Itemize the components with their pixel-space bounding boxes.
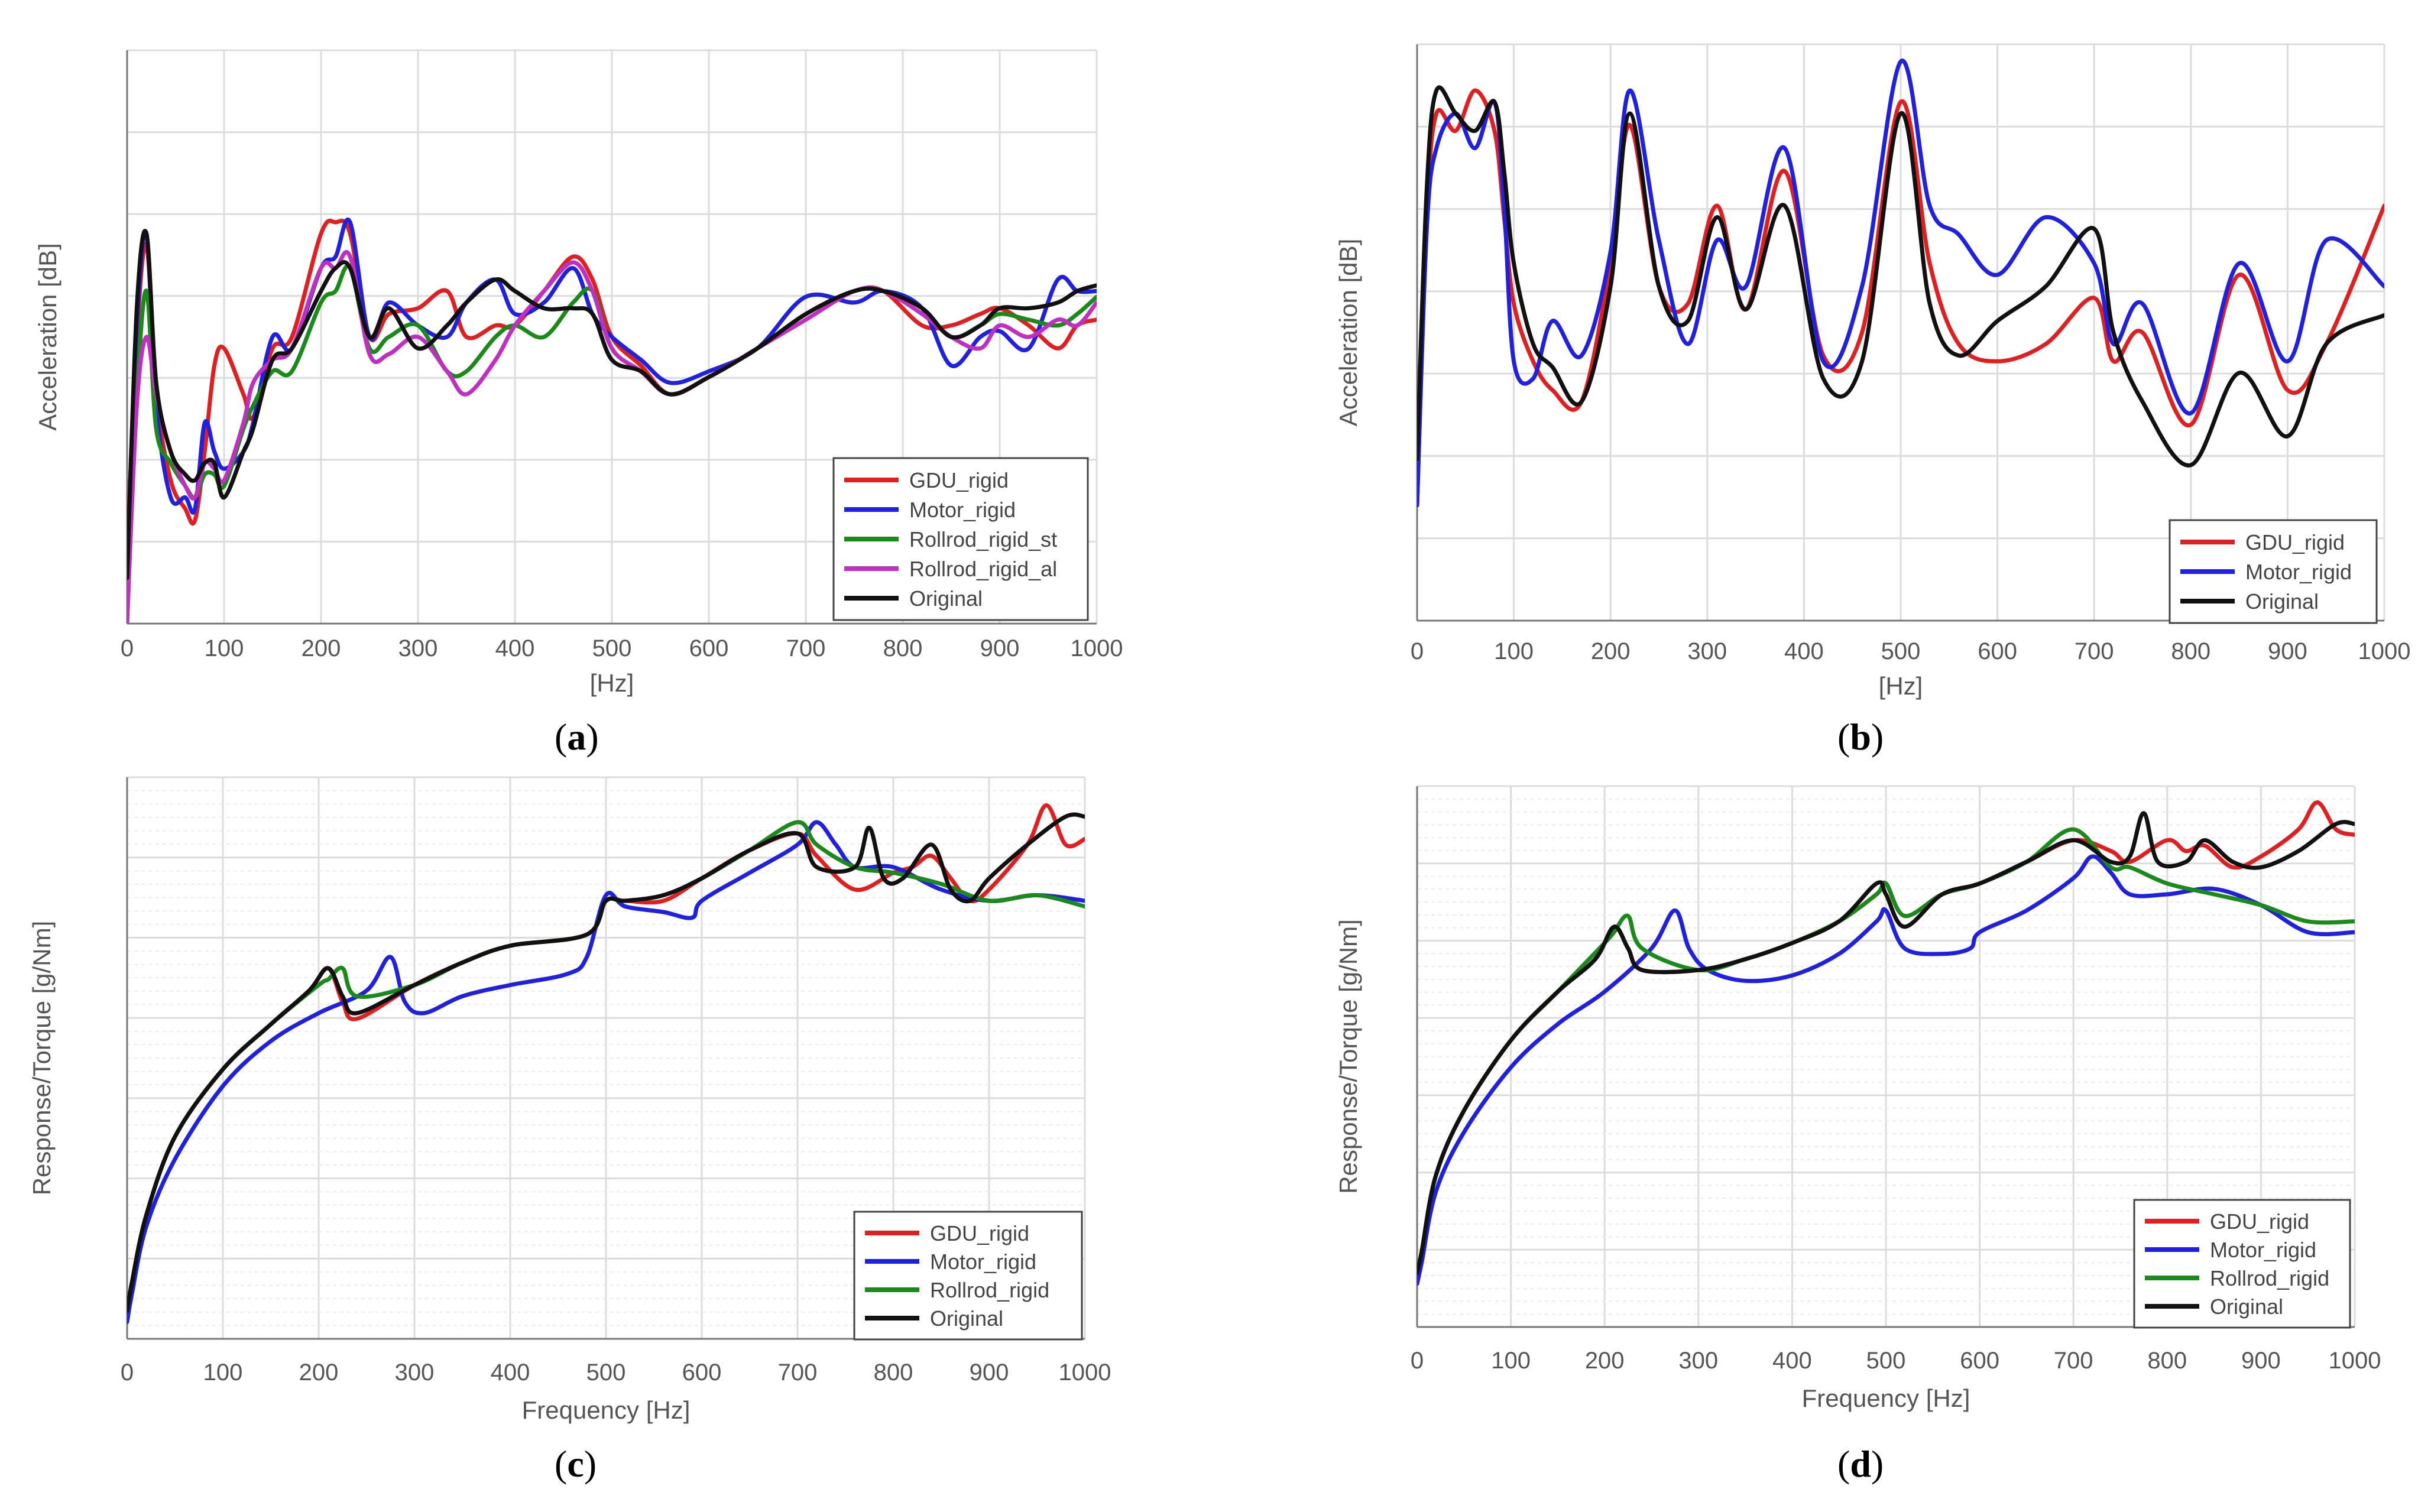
x-tick-label: 0 bbox=[1411, 1348, 1424, 1374]
x-tick-label: 300 bbox=[398, 635, 438, 661]
x-tick-label: 700 bbox=[2075, 638, 2114, 664]
chart-panel-a: 0 100 200 300 400 500 600 700 800 900 1000 [Hz] Acce… bbox=[0, 24, 1182, 721]
series-group bbox=[127, 803, 1085, 1324]
legend-label: Motor_rigid bbox=[2245, 560, 2352, 584]
legend-label: Original bbox=[909, 586, 983, 611]
x-tick-label: 700 bbox=[778, 1359, 818, 1386]
series-group bbox=[127, 218, 1097, 624]
legend-label: Rollrod_rigid bbox=[2210, 1266, 2329, 1290]
caption-b: (b) bbox=[1837, 716, 1884, 758]
x-axis-label: [Hz] bbox=[1879, 672, 1923, 700]
legend: GDU_rigid Motor_rigid Rollrod_rigid_st Roll… bbox=[832, 457, 1089, 621]
legend-label: Original bbox=[2210, 1294, 2283, 1319]
series-line-original bbox=[127, 812, 1085, 1313]
caption-a: (a) bbox=[555, 716, 599, 758]
legend-label: Motor_rigid bbox=[930, 1250, 1036, 1274]
x-tick-label: 300 bbox=[1687, 638, 1727, 664]
x-tick-label: 600 bbox=[1960, 1348, 1999, 1374]
x-tick-label: 200 bbox=[1591, 638, 1631, 664]
y-axis-label: Acceleration [dB] bbox=[1334, 239, 1362, 427]
x-tick-label: 0 bbox=[1411, 638, 1424, 664]
legend-label: Motor_rigid bbox=[909, 498, 1016, 522]
legend-label: GDU_rigid bbox=[2245, 530, 2345, 554]
x-tick-label: 800 bbox=[2147, 1348, 2187, 1374]
x-tick-label: 400 bbox=[491, 1359, 530, 1386]
x-tick-label: 100 bbox=[203, 1359, 243, 1386]
x-axis-label: [Hz] bbox=[590, 669, 634, 697]
x-tick-label: 900 bbox=[980, 635, 1020, 661]
series-line-motor-rigid bbox=[1417, 854, 2355, 1286]
x-tick-label: 800 bbox=[874, 1359, 913, 1386]
y-axis-label: Response/Torque [g/Nm] bbox=[1334, 919, 1362, 1194]
x-tick-label: 200 bbox=[1585, 1348, 1625, 1374]
legend: GDU_rigid Motor_rigid Rollrod_rigid Origina… bbox=[2133, 1199, 2351, 1329]
y-axis-label: Acceleration [dB] bbox=[34, 243, 61, 431]
chart-panel-b: 0 100 200 300 400 500 600 700 800 900 1000 [Hz] Acce… bbox=[1277, 24, 2430, 721]
x-tick-label: 400 bbox=[1784, 638, 1824, 664]
legend: GDU_rigid Motor_rigid Rollrod_rigid Origina… bbox=[853, 1211, 1083, 1341]
legend-label: Original bbox=[2245, 589, 2319, 614]
chart-panel-d: 0 100 200 300 400 500 600 700 800 900 1000 Frequenc… bbox=[1277, 763, 2430, 1442]
x-tick-label: 800 bbox=[883, 635, 923, 661]
legend-label: GDU_rigid bbox=[2210, 1209, 2309, 1234]
x-tick-label: 200 bbox=[299, 1359, 339, 1386]
series-group bbox=[1417, 800, 2355, 1286]
series-line-original bbox=[127, 229, 1097, 580]
x-tick-label: 800 bbox=[2171, 638, 2210, 664]
caption-c: (c) bbox=[555, 1443, 597, 1485]
x-tick-label: 0 bbox=[121, 635, 134, 661]
legend-label: Rollrod_rigid_st bbox=[909, 527, 1057, 551]
x-tick-label: 600 bbox=[1978, 638, 2017, 664]
chart-d: 0 100 200 300 400 500 600 700 800 900 1000 Frequenc… bbox=[1334, 785, 2381, 1412]
x-axis-label: Frequency [Hz] bbox=[1802, 1384, 1970, 1412]
series-line-motor-rigid bbox=[1417, 59, 2384, 508]
x-axis-label: Frequency [Hz] bbox=[522, 1396, 691, 1424]
x-tick-label: 700 bbox=[2054, 1348, 2093, 1374]
legend-label: Original bbox=[930, 1306, 1003, 1331]
chart-b: 0 100 200 300 400 500 600 700 800 900 1000 [Hz] Acce… bbox=[1334, 43, 2411, 700]
x-tick-label: 1000 bbox=[2329, 1348, 2381, 1374]
caption-d: (d) bbox=[1837, 1443, 1884, 1485]
x-tick-label: 1000 bbox=[2358, 638, 2411, 664]
legend: GDU_rigid Motor_rigid Original bbox=[2169, 519, 2378, 624]
series-line-original bbox=[1417, 85, 2384, 468]
x-tick-label: 300 bbox=[1678, 1348, 1718, 1374]
x-tick-label: 100 bbox=[205, 635, 244, 661]
x-tick-label: 200 bbox=[302, 635, 341, 661]
legend-label: GDU_rigid bbox=[930, 1221, 1029, 1245]
x-tick-label: 0 bbox=[121, 1359, 134, 1386]
x-tick-label: 900 bbox=[2268, 638, 2307, 664]
x-tick-label: 500 bbox=[1881, 638, 1921, 664]
x-tick-label: 500 bbox=[586, 1359, 626, 1386]
x-tick-label: 600 bbox=[682, 1359, 722, 1386]
x-tick-label: 1000 bbox=[1071, 635, 1123, 661]
x-tick-label: 900 bbox=[970, 1359, 1009, 1386]
chart-panel-c: 0 100 200 300 400 500 600 700 800 900 1000 Frequenc… bbox=[0, 763, 1182, 1442]
x-tick-label: 100 bbox=[1491, 1348, 1531, 1374]
legend-label: Motor_rigid bbox=[2210, 1238, 2316, 1262]
x-tick-label: 1000 bbox=[1059, 1359, 1111, 1386]
legend-label: Rollrod_rigid_al bbox=[909, 557, 1057, 581]
x-tick-label: 400 bbox=[1772, 1348, 1812, 1374]
x-tick-label: 300 bbox=[395, 1359, 435, 1386]
legend-label: Rollrod_rigid bbox=[930, 1278, 1049, 1302]
legend-label: GDU_rigid bbox=[909, 468, 1009, 492]
x-tick-label: 500 bbox=[1866, 1348, 1906, 1374]
x-tick-label: 500 bbox=[592, 635, 632, 661]
chart-a: 0 100 200 300 400 500 600 700 800 900 1000 [Hz] Acce… bbox=[34, 49, 1123, 697]
x-tick-label: 600 bbox=[689, 635, 729, 661]
y-axis-label: Response/Torque [g/Nm] bbox=[28, 921, 56, 1196]
chart-c: 0 100 200 300 400 500 600 700 800 900 1000 Frequenc… bbox=[28, 776, 1111, 1424]
x-tick-label: 700 bbox=[786, 635, 826, 661]
series-group bbox=[1417, 59, 2384, 508]
x-tick-label: 900 bbox=[2241, 1348, 2281, 1374]
x-tick-label: 400 bbox=[495, 635, 535, 661]
x-tick-label: 100 bbox=[1494, 638, 1534, 664]
series-line-original bbox=[1417, 811, 2355, 1275]
